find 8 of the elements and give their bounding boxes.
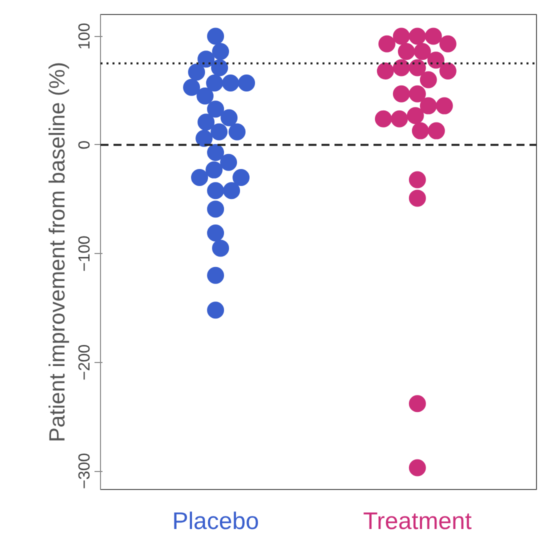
x-tick-label: Placebo	[172, 508, 259, 535]
x-tick-label: Treatment	[363, 508, 472, 535]
y-axis-title: Patient improvement from baseline (%)	[44, 62, 70, 442]
y-tick-label: 100	[76, 22, 94, 50]
y-tick-label: 0	[76, 140, 94, 150]
y-tick-label: −100	[76, 236, 94, 272]
y-tick-label: −300	[76, 452, 94, 490]
y-tick-label: −200	[76, 344, 94, 380]
